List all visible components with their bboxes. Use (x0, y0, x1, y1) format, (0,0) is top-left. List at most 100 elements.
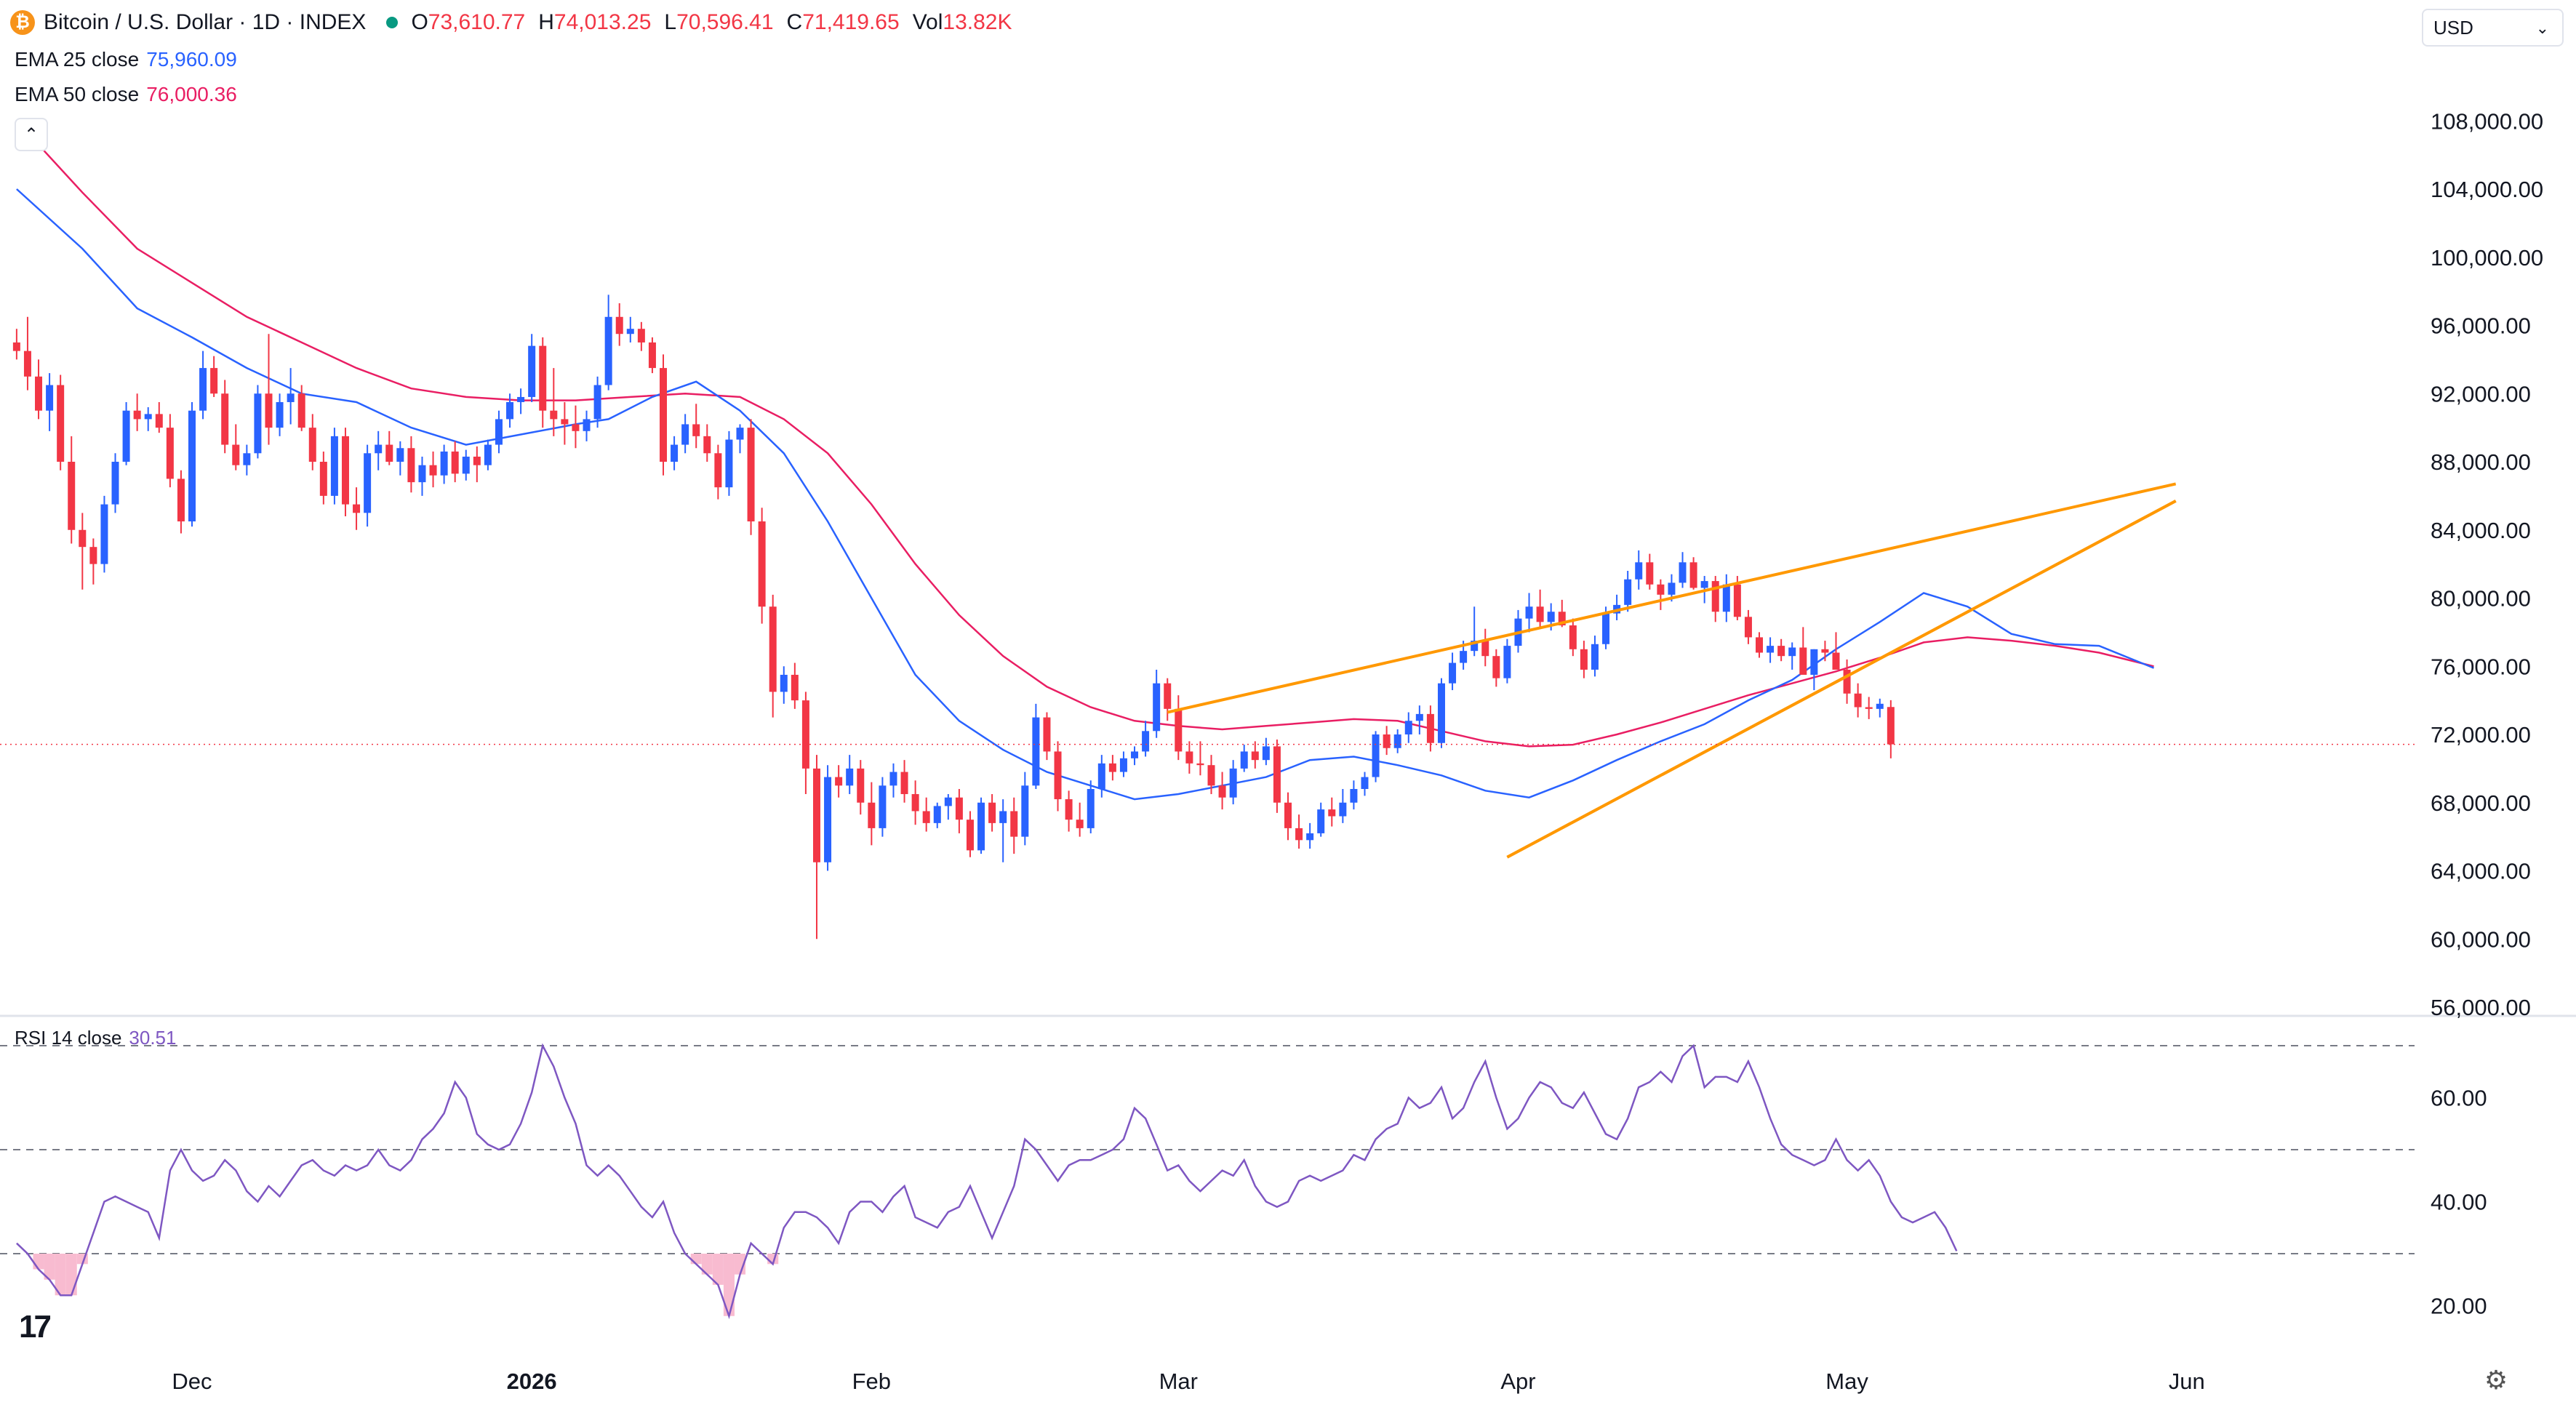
candle-body (1810, 649, 1818, 675)
candle-body (1065, 799, 1073, 820)
close-value: 71,419.65 (802, 10, 900, 34)
gear-icon[interactable]: ⚙ (2484, 1365, 2508, 1395)
candle-body (1591, 644, 1599, 670)
candle-body (955, 797, 963, 820)
candle-body (801, 700, 809, 769)
candle-body (1602, 613, 1610, 644)
collapse-legend-button[interactable]: ⌃ (15, 118, 48, 151)
candle-body (1087, 789, 1095, 828)
price-tick-label: 104,000.00 (2431, 177, 2543, 202)
candle-body (1131, 751, 1139, 758)
candle-body (868, 802, 876, 828)
candle-body (1580, 649, 1588, 670)
time-tick-label: May (1825, 1369, 1868, 1394)
candle-body (243, 453, 251, 465)
candle-body (637, 329, 645, 343)
rsi-axis[interactable]: 60.00 40.00 20.00 (2431, 1086, 2487, 1319)
candle-body (747, 428, 755, 522)
candle-body (1164, 683, 1172, 709)
trendline[interactable] (1167, 482, 2177, 714)
ohlc-high: H74,013.25 (538, 10, 651, 35)
candle-body (375, 444, 383, 454)
tradingview-logo-icon[interactable]: 17 (19, 1309, 52, 1345)
candle-body (769, 606, 777, 692)
candle-body (440, 451, 448, 476)
price-tick-label: 80,000.00 (2431, 586, 2531, 612)
candle-body (660, 368, 668, 462)
rsi-tick-label: 60.00 (2431, 1086, 2487, 1111)
candle-body (1558, 612, 1566, 625)
candle-body (407, 448, 415, 483)
candle-body (539, 345, 547, 411)
ohlc-low: L70,596.41 (664, 10, 773, 35)
currency-select[interactable]: USD ⌄ (2422, 9, 2564, 47)
price-axis[interactable]: 108,000.00 104,000.00 100,000.00 96,000.00 9… (2431, 108, 2543, 1020)
candle-body (276, 401, 284, 428)
candle-body (1054, 751, 1062, 800)
candle-body (353, 504, 361, 513)
candle-body (1295, 828, 1303, 841)
ohlc-close: C71,419.65 (787, 10, 900, 35)
candle-body (736, 428, 744, 440)
trendline[interactable] (1506, 500, 2177, 859)
price-tick-label: 92,000.00 (2431, 381, 2531, 406)
candle-body (451, 451, 459, 474)
volume: Vol13.82K (913, 10, 1012, 35)
trendlines-group[interactable] (1167, 482, 2177, 859)
candle-body (1097, 763, 1105, 789)
candle-body (615, 316, 623, 335)
candle-body (1010, 811, 1018, 837)
candle-body (1306, 833, 1314, 841)
candle-body (846, 768, 854, 786)
candle-body (484, 444, 492, 465)
candle-body (1350, 789, 1358, 803)
candle-body (287, 393, 295, 402)
high-value: 74,013.25 (553, 10, 652, 34)
candle-body (1273, 746, 1281, 803)
ema25-legend[interactable]: EMA 25 close 75,960.09 (15, 48, 237, 71)
high-key: H (538, 10, 554, 34)
candle-body (35, 376, 43, 411)
candle-body (1108, 763, 1116, 772)
symbol-header[interactable]: ₿ Bitcoin / U.S. Dollar · 1D · INDEX O73… (10, 10, 1025, 35)
price-tick-label: 68,000.00 (2431, 790, 2531, 816)
candle-body (1119, 758, 1127, 772)
candle-body (79, 529, 87, 548)
ema25-legend-label: EMA 25 close (15, 48, 140, 71)
candle-body (758, 521, 766, 607)
candle-body (1460, 651, 1468, 663)
candle-body (1492, 656, 1500, 678)
candle-body (12, 342, 20, 351)
rsi-legend[interactable]: RSI 14 close 30.51 (15, 1027, 176, 1049)
rsi-pane[interactable] (0, 1043, 2415, 1320)
price-tick-label: 88,000.00 (2431, 449, 2531, 475)
candle-body (1372, 734, 1380, 777)
candle-body (1635, 562, 1643, 580)
candle-body (1854, 693, 1862, 708)
candle-body (1756, 637, 1764, 653)
candle-body (626, 329, 634, 335)
candle-body (1043, 717, 1051, 752)
candle-body (966, 820, 974, 851)
time-tick-label: Dec (172, 1369, 212, 1394)
candle-body (1788, 647, 1796, 657)
candle-body (396, 448, 404, 462)
candle-body (1185, 751, 1193, 764)
candle-body (495, 419, 503, 445)
ema50-legend[interactable]: EMA 50 close 76,000.36 (15, 83, 237, 106)
rsi-tick-label: 40.00 (2431, 1190, 2487, 1215)
candle-body (1733, 584, 1741, 617)
candle-body (1076, 820, 1084, 828)
bitcoin-logo-icon: ₿ (10, 10, 35, 35)
candle-body (977, 802, 985, 851)
candle-body (473, 456, 481, 465)
candle-body (900, 772, 908, 795)
candle-body (155, 414, 163, 428)
candle-body (1207, 765, 1215, 786)
candle-body (122, 410, 130, 462)
candle-body (364, 453, 372, 513)
price-tick-label: 100,000.00 (2431, 245, 2543, 271)
symbol-title[interactable]: Bitcoin / U.S. Dollar · 1D · INDEX (44, 10, 367, 34)
time-axis[interactable]: Dec 2026 Feb Mar Apr May Jun (172, 1369, 2204, 1394)
